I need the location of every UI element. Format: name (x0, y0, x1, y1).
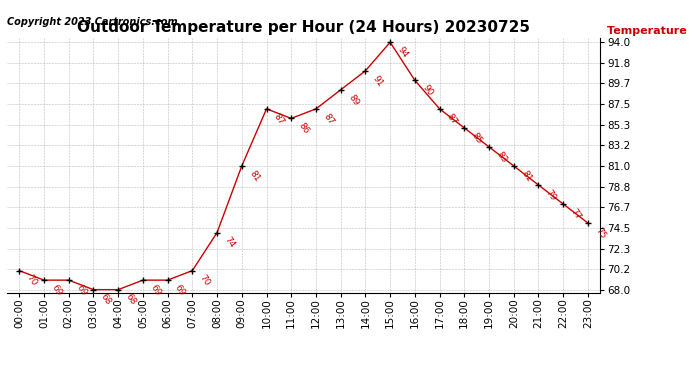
Text: 83: 83 (495, 150, 509, 164)
Text: Temperature (°F): Temperature (°F) (607, 26, 690, 36)
Text: 69: 69 (75, 283, 88, 297)
Text: 79: 79 (544, 188, 558, 202)
Text: 87: 87 (322, 112, 335, 126)
Text: 86: 86 (297, 121, 310, 136)
Text: 81: 81 (520, 169, 533, 183)
Text: 70: 70 (25, 273, 39, 288)
Title: Outdoor Temperature per Hour (24 Hours) 20230725: Outdoor Temperature per Hour (24 Hours) … (77, 20, 530, 35)
Text: 94: 94 (395, 45, 410, 60)
Text: 69: 69 (50, 283, 63, 297)
Text: 68: 68 (124, 292, 138, 307)
Text: 87: 87 (272, 112, 286, 126)
Text: 75: 75 (593, 226, 607, 240)
Text: 74: 74 (223, 236, 237, 250)
Text: 68: 68 (99, 292, 113, 307)
Text: 85: 85 (470, 130, 484, 145)
Text: 87: 87 (445, 112, 459, 126)
Text: 69: 69 (173, 283, 187, 297)
Text: Copyright 2023 Cartronics.com: Copyright 2023 Cartronics.com (7, 17, 177, 27)
Text: 81: 81 (247, 169, 262, 183)
Text: 91: 91 (371, 74, 385, 88)
Text: 90: 90 (420, 83, 435, 98)
Text: 77: 77 (569, 207, 583, 221)
Text: 69: 69 (148, 283, 162, 297)
Text: 70: 70 (198, 273, 212, 288)
Text: 89: 89 (346, 93, 360, 107)
